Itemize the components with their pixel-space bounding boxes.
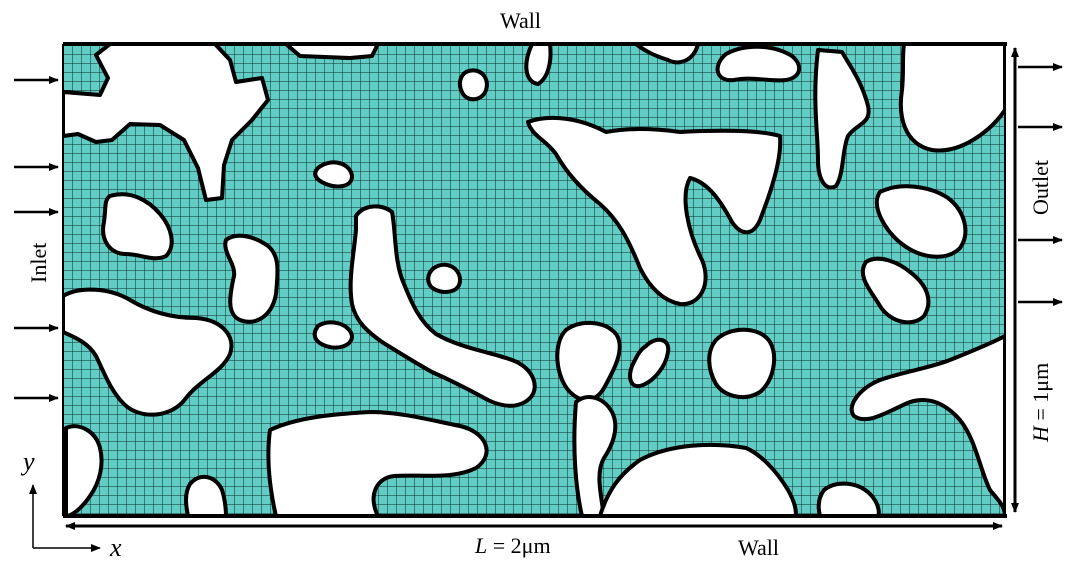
- pore: [874, 184, 968, 259]
- dimension-arrows: [65, 47, 1019, 530]
- pore: [628, 337, 671, 389]
- length-label: L = 2μm: [475, 535, 551, 557]
- pore: [223, 233, 280, 324]
- pore: [634, 44, 700, 65]
- x-axis-label: x: [110, 533, 122, 562]
- pore: [598, 442, 798, 516]
- pore: [813, 48, 871, 190]
- pore: [849, 334, 1005, 516]
- pore: [524, 44, 553, 86]
- pore: [555, 321, 622, 402]
- pore: [101, 192, 174, 261]
- pore: [898, 44, 1005, 153]
- pore: [715, 44, 802, 83]
- top-wall-label: Wall: [500, 8, 541, 33]
- pore: [184, 474, 228, 516]
- pore: [312, 320, 354, 350]
- height-symbol: H: [1028, 426, 1053, 442]
- length-value: = 2μm: [487, 533, 551, 558]
- pore: [860, 256, 931, 325]
- pore: [284, 44, 380, 60]
- pore: [816, 481, 881, 516]
- outlet-label: Outlet: [1028, 160, 1053, 215]
- pore: [63, 287, 234, 417]
- pore: [313, 160, 354, 189]
- pore: [707, 327, 777, 400]
- inlet-label: Inlet: [26, 242, 51, 283]
- inlet-arrows: [14, 76, 59, 402]
- y-axis-label: y: [23, 447, 35, 476]
- height-value: = 1μm: [1028, 362, 1053, 427]
- height-label: H = 1μm: [1028, 362, 1053, 442]
- length-symbol: L: [475, 533, 488, 558]
- solid-pores: [63, 44, 1005, 516]
- pore: [348, 204, 537, 408]
- pore: [64, 424, 104, 516]
- coordinate-axes: [29, 484, 101, 552]
- mesh-domain: [63, 44, 1005, 516]
- pore: [526, 115, 783, 307]
- outlet-arrows: [1018, 63, 1063, 306]
- pore: [457, 68, 489, 102]
- bottom-wall-label: Wall: [738, 535, 779, 560]
- pore: [426, 262, 462, 294]
- pore: [572, 395, 618, 516]
- domain-walls: [62, 42, 1007, 518]
